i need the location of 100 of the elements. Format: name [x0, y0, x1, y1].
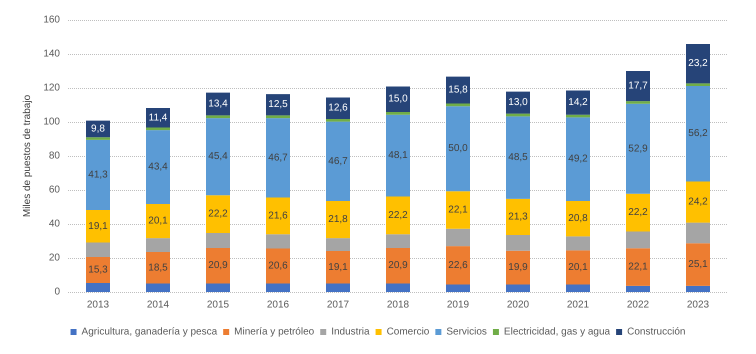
data-label: 22,1	[448, 204, 468, 216]
x-tick-label: 2019	[446, 300, 470, 310]
data-label: 43,4	[148, 162, 168, 173]
bar	[206, 115, 230, 118]
data-label: 21,3	[508, 211, 528, 222]
bar	[506, 114, 530, 116]
bar	[626, 71, 650, 102]
data-label: 19,9	[508, 262, 528, 274]
bar	[326, 251, 350, 284]
bar	[506, 250, 530, 285]
data-label: 22,2	[208, 208, 228, 220]
bar	[86, 256, 110, 283]
x-tick-label: 2014	[146, 300, 170, 310]
bar	[686, 83, 710, 86]
data-label: 24,2	[688, 196, 708, 208]
bar	[386, 248, 410, 284]
data-label: 15,0	[388, 94, 408, 105]
y-tick-label: 60	[48, 184, 60, 196]
y-tick-label: 20	[48, 252, 60, 264]
bar	[626, 248, 650, 286]
data-label: 41,3	[88, 169, 108, 180]
bar	[86, 140, 110, 210]
bar	[266, 234, 290, 248]
x-tick-label: 2018	[386, 300, 410, 310]
data-label: 22,1	[628, 262, 648, 273]
bar	[386, 196, 410, 234]
bar	[626, 231, 650, 248]
y-tick-label: 100	[43, 116, 60, 128]
bar	[386, 86, 410, 112]
bar	[626, 101, 650, 104]
bar	[626, 104, 650, 194]
bar	[686, 222, 710, 244]
bar	[206, 118, 230, 196]
data-label: 21,6	[268, 210, 288, 222]
x-tick-label: 2017	[326, 300, 350, 310]
bar	[566, 284, 590, 292]
bar	[386, 112, 410, 115]
data-label: 20,9	[208, 260, 228, 272]
x-tick-label: 2016	[266, 300, 290, 310]
bar	[686, 44, 710, 84]
data-label: 22,2	[628, 207, 648, 218]
data-label: 23,2	[688, 58, 708, 70]
bar	[506, 198, 530, 236]
bar	[86, 242, 110, 257]
bar	[446, 191, 470, 229]
bar	[686, 243, 710, 286]
y-tick-label: 120	[43, 82, 60, 94]
data-label: 52,9	[628, 143, 648, 154]
bar	[326, 118, 350, 122]
data-label: 22,6	[448, 260, 468, 271]
bar	[566, 201, 590, 236]
bar	[206, 233, 230, 248]
bar	[566, 117, 590, 202]
data-label: 45,4	[208, 151, 228, 162]
data-label: 49,2	[568, 154, 588, 165]
bar	[266, 115, 290, 118]
bar	[146, 127, 170, 130]
data-label: 18,5	[148, 262, 168, 274]
bar	[266, 284, 290, 292]
data-label: 12,5	[268, 99, 288, 110]
bar	[266, 118, 290, 198]
data-label: 17,7	[628, 80, 648, 92]
bar	[446, 76, 470, 104]
x-tick-label: 2023	[686, 300, 710, 310]
bar	[206, 248, 230, 284]
y-tick-label: 140	[43, 48, 60, 60]
bar	[326, 201, 350, 238]
data-label: 15,3	[88, 264, 108, 276]
bar	[506, 284, 530, 292]
bar	[206, 92, 230, 116]
bar	[386, 114, 410, 196]
bar	[566, 236, 590, 250]
y-tick-label: 160	[43, 14, 60, 26]
data-label: 25,1	[688, 259, 708, 270]
bar	[266, 197, 290, 234]
x-tick-label: 2020	[506, 300, 530, 310]
data-label: 14,2	[568, 97, 588, 108]
bar	[626, 286, 650, 292]
bar	[566, 250, 590, 285]
data-label: 9,8	[91, 123, 106, 134]
y-axis-title: Miles de puestos de trabajo	[22, 94, 33, 218]
bar	[446, 228, 470, 246]
bar	[386, 234, 410, 248]
bar	[146, 238, 170, 252]
bar	[446, 106, 470, 192]
data-label: 20,1	[568, 262, 588, 273]
bar	[86, 210, 110, 243]
bar	[86, 282, 110, 292]
data-label: 15,8	[448, 84, 468, 96]
bar	[206, 284, 230, 292]
bar	[686, 182, 710, 223]
bar	[506, 116, 530, 199]
data-label: 13,0	[508, 97, 528, 108]
bar	[146, 252, 170, 284]
data-label: 56,2	[688, 128, 708, 140]
data-label: 11,4	[148, 112, 168, 124]
bar	[446, 103, 470, 106]
bar	[506, 235, 530, 251]
legend-label: Agricultura, ganadería y pesca	[82, 326, 218, 338]
bar	[326, 122, 350, 202]
